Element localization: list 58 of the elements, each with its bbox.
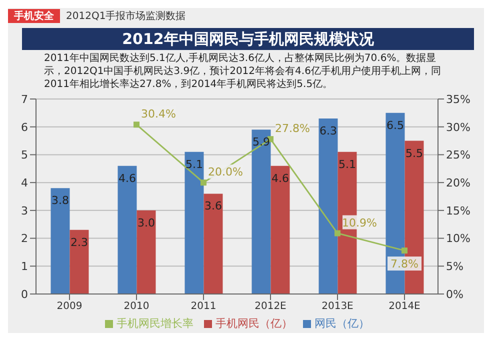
y2-tick-label: 0% <box>446 288 464 301</box>
data-label: 20.0% <box>208 166 243 179</box>
y-tick-label: 7 <box>21 92 28 106</box>
data-label: 2.3 <box>70 236 88 249</box>
bar <box>118 166 137 294</box>
data-label: 5.1 <box>185 158 203 171</box>
data-label: 30.4% <box>141 108 176 121</box>
data-label: 3.0 <box>137 216 155 230</box>
point <box>334 230 340 236</box>
x-tick-label: 2014E <box>388 301 420 312</box>
data-label: 4.6 <box>271 172 289 185</box>
bar <box>318 118 338 294</box>
y-tick-label: 1 <box>21 260 28 274</box>
y2-tick-label: 25% <box>446 148 470 162</box>
data-label: 10.9% <box>342 216 377 230</box>
x-tick-label: 2011 <box>190 301 216 312</box>
data-label: 3.6 <box>204 200 222 213</box>
text: 手机安全 <box>8 9 60 23</box>
point <box>134 122 140 128</box>
point <box>402 248 408 254</box>
data-label: 3.8 <box>51 194 69 208</box>
chart-title: 2012年中国网民与手机网民规模状况 <box>22 28 474 50</box>
data-label: 5.1 <box>338 158 356 171</box>
legend-label: 手机网民（亿） <box>216 317 292 330</box>
y-tick-label: 5 <box>21 148 28 162</box>
bar <box>184 152 204 294</box>
text: 2012Q1手报市场监测数据 <box>66 10 186 23</box>
data-label: 7.8% <box>390 258 418 271</box>
y-tick-label: 0 <box>21 288 28 301</box>
bar <box>270 166 290 294</box>
data-label: 6.3 <box>319 124 337 138</box>
y2-tick-label: 20% <box>446 176 470 190</box>
legend-label: 手机网民增长率 <box>116 317 194 330</box>
x-tick-label: 2012E <box>254 301 286 312</box>
y2-tick-label: 30% <box>446 120 470 134</box>
y2-tick-label: 5% <box>446 260 464 274</box>
y2-tick-label: 10% <box>446 232 470 246</box>
data-label: 6.5 <box>386 118 404 132</box>
x-tick-label: 2010 <box>124 301 150 312</box>
data-label: 5.5 <box>405 146 423 160</box>
y-tick-label: 2 <box>21 232 28 246</box>
x-tick-label: 2013E <box>322 301 354 312</box>
x-tick-label: 2009 <box>56 301 82 312</box>
legend-label: 网民（亿） <box>314 317 370 330</box>
chart-subtitle: 2011年中国网民数达到5.1亿人,手机网民达3.6亿人，占整体网民比例为70.6%。数据显示，2012Q1中国手机网民达3.9亿，预计2012年将会有4.6亿手机用户使用手机上网，同2011年相比增长率达27.8%，到2014年手机网民将达到5.5亿。 <box>44 52 442 91</box>
y-tick-label: 3 <box>21 204 28 218</box>
y-tick-label: 4 <box>21 176 28 190</box>
bar <box>252 130 271 294</box>
bar <box>70 230 89 294</box>
point <box>200 180 206 186</box>
y2-tick-label: 35% <box>446 92 470 106</box>
y-tick-label: 6 <box>21 120 28 134</box>
data-label: 4.6 <box>118 172 136 185</box>
y2-tick-label: 15% <box>446 204 470 218</box>
bar <box>50 188 70 294</box>
data-label: 27.8% <box>275 122 310 136</box>
bar <box>204 194 223 294</box>
bar <box>136 210 156 294</box>
